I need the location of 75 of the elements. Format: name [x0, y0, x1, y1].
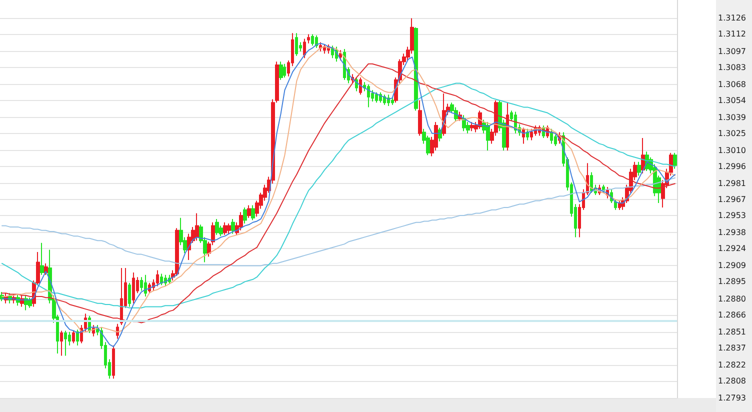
candlestick [470, 122, 474, 132]
y-tick-label: 1.2924 [718, 244, 746, 254]
line-series [1, 177, 676, 266]
candlestick [618, 200, 621, 210]
candlestick [239, 212, 243, 231]
candlestick [116, 323, 119, 340]
candlestick [307, 34, 310, 44]
candlestick [144, 274, 147, 298]
candlestick [231, 218, 235, 234]
candlestick [319, 42, 322, 52]
candlestick [243, 207, 247, 224]
y-tick-label: 1.2793 [718, 394, 746, 402]
candlestick [614, 199, 617, 210]
candlestick [175, 228, 179, 276]
candlestick [128, 282, 131, 308]
y-tick-label: 1.3112 [718, 30, 746, 39]
y-tick-label: 1.3010 [718, 146, 746, 156]
y-tick-label: 1.3097 [718, 46, 746, 56]
candlestick [283, 63, 286, 78]
candlestick [526, 128, 529, 141]
y-tick-label: 1.2808 [718, 376, 746, 386]
candlestick [76, 329, 79, 346]
y-tick-label: 1.2909 [718, 261, 746, 270]
candlestick [506, 102, 509, 152]
candlestick [44, 262, 48, 276]
y-tick-label: 1.2822 [718, 360, 746, 370]
candlestick [223, 222, 227, 236]
candlestick [279, 61, 283, 80]
y-tick-label: 1.2837 [718, 343, 746, 352]
candlestick [40, 242, 44, 276]
y-tick-label: 1.3039 [718, 112, 746, 122]
candlestick [359, 77, 362, 96]
candlestick [391, 96, 394, 106]
candlestick [72, 330, 75, 344]
candlestick [64, 330, 67, 356]
candlestick [247, 204, 251, 218]
y-tick-label: 1.3083 [718, 62, 746, 72]
candlestick [590, 172, 593, 194]
candlestick [132, 272, 135, 304]
y-tick-label: 1.3054 [718, 96, 746, 105]
candlestick [311, 34, 314, 46]
y-tick-label: 1.2851 [718, 327, 746, 336]
candlestick [195, 212, 199, 242]
y-tick-label: 1.2967 [718, 195, 746, 204]
candlestick [295, 32, 298, 56]
candlestick [331, 45, 334, 59]
candlestick [673, 152, 677, 170]
candlestick [367, 84, 370, 108]
y-tick-label: 1.3068 [718, 80, 746, 89]
candlestick [28, 297, 32, 308]
candlestick [251, 204, 255, 221]
candlestick [375, 92, 378, 104]
candlestick [156, 270, 159, 287]
candlestick [303, 38, 306, 59]
candlestick [414, 26, 418, 112]
candlestick [418, 100, 422, 136]
y-tick-label: 1.2953 [718, 211, 746, 220]
candlestick [486, 122, 490, 152]
y-tick-label: 1.2938 [718, 228, 746, 238]
candlestick [215, 218, 219, 236]
y-tick-label: 1.2866 [718, 310, 746, 320]
candlestick [112, 345, 115, 380]
y-tick-label: 1.2981 [718, 179, 746, 188]
candlestick [637, 161, 641, 176]
candlestick [383, 94, 386, 106]
candlestick [550, 128, 553, 144]
y-tick-label: 1.2996 [718, 162, 746, 171]
y-tick-label: 1.3126 [718, 14, 746, 23]
candlestick [227, 223, 231, 234]
y-tick-label: 1.2880 [718, 294, 746, 304]
y-tick-label: 1.2895 [718, 277, 746, 286]
y-tick-label: 1.3025 [718, 128, 746, 138]
candlestick [60, 330, 63, 356]
candlestick [160, 273, 163, 286]
candlestick [530, 128, 533, 141]
